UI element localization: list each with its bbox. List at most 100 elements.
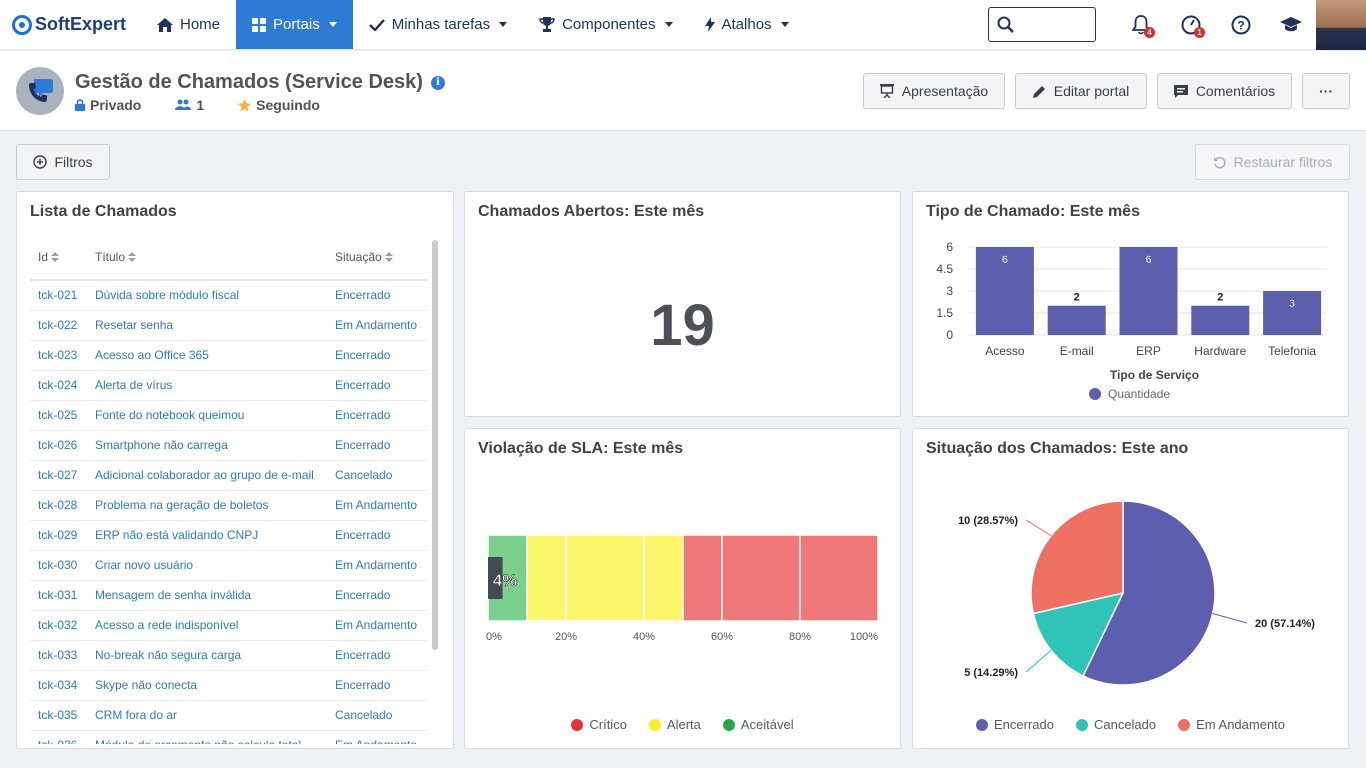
table-row[interactable]: tck-026 Smartphone não carrega Encerrado xyxy=(30,430,427,461)
legend-item[interactable]: Cancelado xyxy=(1075,717,1156,732)
legend-item[interactable]: Encerrado xyxy=(975,717,1054,732)
ticket-id[interactable]: tck-023 xyxy=(30,340,87,371)
ticket-title[interactable]: Criar novo usuário xyxy=(87,550,327,581)
ticket-title[interactable]: CRM fora do ar xyxy=(87,700,327,731)
ticket-id[interactable]: tck-033 xyxy=(30,640,87,671)
ticket-status[interactable]: Encerrado xyxy=(327,340,427,371)
presentation-button[interactable]: Apresentação xyxy=(863,73,1005,109)
ticket-title[interactable]: Adicional colaborador ao grupo de e-mail xyxy=(87,460,327,491)
ticket-title[interactable]: Smartphone não carrega xyxy=(87,430,327,461)
ticket-status[interactable]: Encerrado xyxy=(327,400,427,431)
table-row[interactable]: tck-030 Criar novo usuário Em Andamento xyxy=(30,550,427,581)
ticket-status[interactable]: Em Andamento xyxy=(327,550,427,581)
following-status[interactable]: Seguindo xyxy=(238,97,320,113)
ticket-title[interactable]: Fonte do notebook queimou xyxy=(87,400,327,431)
column-id[interactable]: Id xyxy=(30,234,87,281)
ticket-id[interactable]: tck-036 xyxy=(30,730,87,744)
pie-slice[interactable] xyxy=(1030,500,1124,615)
ticket-status[interactable]: Cancelado xyxy=(327,460,427,491)
ticket-status[interactable]: Encerrado xyxy=(327,640,427,671)
ticket-id[interactable]: tck-032 xyxy=(30,610,87,641)
notifications-button[interactable]: 4 xyxy=(1116,0,1166,50)
ticket-id[interactable]: tck-021 xyxy=(30,280,87,311)
legend-item[interactable]: Em Andamento xyxy=(1178,717,1285,732)
ticket-id[interactable]: tck-027 xyxy=(30,460,87,491)
learning-button[interactable] xyxy=(1266,0,1316,50)
column-situacao[interactable]: Situação xyxy=(327,234,427,281)
ticket-id[interactable]: tck-031 xyxy=(30,580,87,611)
table-row[interactable]: tck-036Módulo de orçamento não calcula t… xyxy=(30,730,427,744)
ticket-title[interactable]: Acesso ao Office 365 xyxy=(87,340,327,371)
restore-filters-button[interactable]: Restaurar filtros xyxy=(1195,144,1350,180)
ticket-list-scrollbar[interactable] xyxy=(432,240,438,650)
bar[interactable] xyxy=(1191,305,1250,335)
ticket-title[interactable]: Dúvida sobre módulo fiscal xyxy=(87,280,327,311)
ticket-id[interactable]: tck-029 xyxy=(30,520,87,551)
ticket-id[interactable]: tck-025 xyxy=(30,400,87,431)
ticket-title[interactable]: Mensagem de senha inválida xyxy=(87,580,327,611)
table-row[interactable]: tck-023 Acesso ao Office 365 Encerrado xyxy=(30,340,427,371)
ticket-title[interactable]: Alerta de vírus xyxy=(87,370,327,401)
table-row[interactable]: tck-031 Mensagem de senha inválida Encerra… xyxy=(30,580,427,611)
table-row[interactable]: tck-022 Resetar senha Em Andamento xyxy=(30,310,427,341)
nav-atalhos[interactable]: Atalhos xyxy=(689,0,805,49)
sla-marker[interactable] xyxy=(488,557,503,599)
softexpert-logo[interactable]: SoftExpert xyxy=(0,0,141,49)
filters-button[interactable]: Filtros xyxy=(16,144,110,180)
bar[interactable] xyxy=(1047,305,1106,335)
ticket-title[interactable]: No-break não segura carga xyxy=(87,640,327,671)
ticket-status[interactable]: Em Andamento xyxy=(327,310,427,341)
table-row[interactable]: tck-034 Skype não conecta Encerrado xyxy=(30,670,427,701)
comments-button[interactable]: Comentários xyxy=(1157,73,1292,109)
ticket-title[interactable]: Skype não conecta xyxy=(87,670,327,701)
table-row[interactable]: tck-028 Problema na geração de boletos Em … xyxy=(30,490,427,521)
legend-item[interactable]: Crítico xyxy=(571,717,627,732)
ticket-status[interactable]: Encerrado xyxy=(327,520,427,551)
pie-slice[interactable] xyxy=(1032,591,1125,677)
legend-item[interactable]: Aceitável xyxy=(722,717,794,732)
table-row[interactable]: tck-025 Fonte do notebook queimou Encerrad… xyxy=(30,400,427,431)
nav-home[interactable]: Home xyxy=(141,0,236,49)
nav-componentes[interactable]: Componentes xyxy=(523,0,688,49)
column-titulo[interactable]: Título xyxy=(87,234,327,281)
table-row[interactable]: tck-033 No-break não segura carga Encerrad… xyxy=(30,640,427,671)
ticket-title[interactable]: Problema na geração de boletos xyxy=(87,490,327,521)
bar[interactable] xyxy=(975,247,1034,335)
bar[interactable] xyxy=(1119,247,1178,335)
ticket-status[interactable]: Encerrado xyxy=(327,430,427,461)
alerts-button[interactable]: 1 xyxy=(1166,0,1216,50)
ticket-status[interactable]: Encerrado xyxy=(327,670,427,701)
ticket-id[interactable]: tck-030 xyxy=(30,550,87,581)
ticket-title[interactable]: Resetar senha xyxy=(87,310,327,341)
nav-minhas-tarefas[interactable]: Minhas tarefas xyxy=(353,0,523,49)
ticket-id[interactable]: tck-028 xyxy=(30,490,87,521)
ticket-id[interactable]: tck-034 xyxy=(30,670,87,701)
ticket-status[interactable]: Encerrado xyxy=(327,280,427,311)
ticket-status[interactable]: Em Andamento xyxy=(327,610,427,641)
table-row[interactable]: tck-035 CRM fora do ar Cancelado xyxy=(30,700,427,731)
ticket-status[interactable]: Em Andamento xyxy=(327,730,427,744)
ticket-id[interactable]: tck-024 xyxy=(30,370,87,401)
ticket-status[interactable]: Encerrado xyxy=(327,580,427,611)
ticket-title[interactable]: Acesso a rede indisponível xyxy=(87,610,327,641)
table-row[interactable]: tck-024 Alerta de vírus Encerrado xyxy=(30,370,427,401)
table-row[interactable]: tck-021 Dúvida sobre módulo fiscal Encerra… xyxy=(30,280,427,311)
ticket-id[interactable]: tck-026 xyxy=(30,430,87,461)
legend-item[interactable]: Alerta xyxy=(648,717,701,732)
table-row[interactable]: tck-027 Adicional colaborador ao grupo de… xyxy=(30,460,427,491)
help-button[interactable]: ? xyxy=(1216,0,1266,50)
edit-portal-button[interactable]: Editar portal xyxy=(1015,73,1147,109)
search-input[interactable] xyxy=(988,7,1096,42)
info-icon[interactable]: i xyxy=(430,75,445,90)
ticket-status[interactable]: Em Andamento xyxy=(327,490,427,521)
more-options-button[interactable]: ··· xyxy=(1302,73,1350,109)
nav-portais[interactable]: Portais xyxy=(236,0,353,49)
ticket-title[interactable]: Módulo de orçamento não calcula total xyxy=(87,730,327,744)
members-count[interactable]: 1 xyxy=(175,97,204,113)
table-row[interactable]: tck-029 ERP não está validando CNPJ Encerr… xyxy=(30,520,427,551)
ticket-title[interactable]: ERP não está validando CNPJ xyxy=(87,520,327,551)
ticket-status[interactable]: Cancelado xyxy=(327,700,427,731)
user-avatar[interactable] xyxy=(1316,0,1366,50)
ticket-id[interactable]: tck-035 xyxy=(30,700,87,731)
bar[interactable] xyxy=(1263,291,1322,335)
